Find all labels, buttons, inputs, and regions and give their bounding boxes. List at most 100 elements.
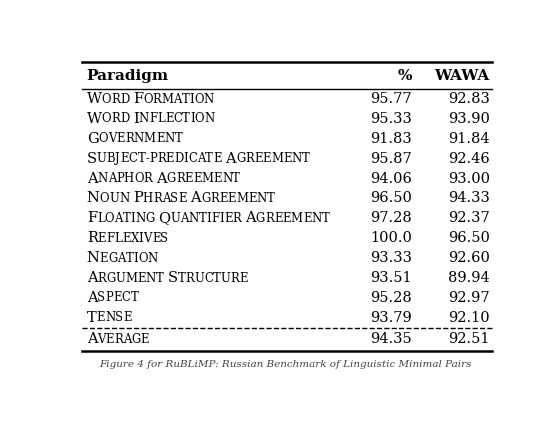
Text: A: A [87, 291, 97, 305]
Text: WAWA: WAWA [434, 69, 490, 83]
Text: O: O [194, 92, 203, 106]
Text: E: E [214, 172, 222, 185]
Text: U: U [221, 271, 231, 285]
Text: N: N [135, 212, 145, 225]
Text: T: T [205, 152, 213, 165]
Text: E: E [274, 212, 282, 225]
Text: O: O [134, 172, 143, 185]
Text: S: S [97, 291, 105, 304]
Text: M: M [236, 192, 248, 205]
Text: Paradigm: Paradigm [87, 69, 169, 83]
Text: R: R [185, 271, 194, 285]
Text: G: G [87, 132, 98, 146]
Text: I: I [190, 112, 195, 126]
Text: E: E [219, 192, 227, 205]
Text: A: A [117, 251, 126, 265]
Text: 93.00: 93.00 [448, 172, 490, 186]
Text: F: F [211, 212, 220, 225]
Text: W: W [87, 92, 102, 106]
Text: 91.84: 91.84 [448, 132, 490, 146]
Text: E: E [123, 311, 132, 324]
Text: N: N [97, 172, 108, 185]
Text: R: R [111, 92, 120, 106]
Text: N: N [133, 132, 144, 145]
Text: R: R [152, 92, 161, 106]
Text: D: D [120, 112, 129, 126]
Text: J: J [115, 152, 120, 165]
Text: E: E [120, 152, 128, 165]
Text: N: N [203, 92, 214, 106]
Text: 92.83: 92.83 [448, 92, 490, 106]
Text: N: N [311, 212, 321, 225]
Text: P: P [116, 172, 124, 185]
Text: E: E [106, 333, 114, 346]
Text: R: R [111, 112, 120, 126]
Text: E: E [156, 132, 165, 145]
Text: R: R [157, 152, 166, 165]
Text: A: A [156, 172, 167, 186]
Text: A: A [162, 192, 170, 205]
Text: T: T [156, 271, 163, 285]
Text: 91.83: 91.83 [370, 132, 412, 146]
Text: I: I [139, 232, 143, 245]
Text: U: U [97, 152, 107, 165]
Text: O: O [105, 212, 114, 225]
Text: I: I [220, 212, 224, 225]
Text: A: A [225, 152, 236, 166]
Text: L: L [97, 212, 105, 225]
Text: G: G [256, 212, 265, 225]
Text: E: E [165, 112, 173, 126]
Text: T: T [126, 251, 133, 265]
Text: M: M [271, 152, 283, 165]
Text: Q: Q [158, 211, 170, 225]
Text: G: G [106, 271, 115, 285]
Text: 92.60: 92.60 [448, 251, 490, 265]
Text: R: R [114, 333, 123, 346]
Text: 89.94: 89.94 [448, 271, 490, 285]
Text: F: F [87, 211, 97, 225]
Text: R: R [233, 212, 241, 225]
Text: R: R [97, 271, 106, 285]
Text: S: S [115, 311, 123, 324]
Text: O: O [102, 112, 111, 126]
Text: N: N [188, 212, 199, 225]
Text: M: M [161, 92, 173, 106]
Text: E: E [303, 212, 311, 225]
Text: E: E [213, 152, 222, 165]
Text: M: M [125, 271, 137, 285]
Text: C: C [122, 291, 131, 304]
Text: F: F [106, 232, 114, 245]
Text: A: A [108, 172, 116, 185]
Text: O: O [143, 92, 152, 106]
Text: P: P [105, 291, 113, 304]
Text: I: I [190, 92, 194, 106]
Text: N: N [87, 192, 100, 206]
Text: E: E [113, 291, 122, 304]
Text: O: O [98, 132, 108, 145]
Text: T: T [199, 212, 207, 225]
Text: E: E [224, 212, 233, 225]
Text: A: A [123, 333, 131, 346]
Text: T: T [267, 192, 275, 205]
Text: C: C [188, 152, 197, 165]
Text: G: G [201, 192, 210, 205]
Text: N: N [291, 152, 302, 165]
Text: 93.51: 93.51 [370, 271, 412, 285]
Text: L: L [114, 232, 122, 245]
Text: I: I [207, 212, 211, 225]
Text: V: V [143, 232, 152, 245]
Text: E: E [283, 152, 291, 165]
Text: N: N [256, 192, 267, 205]
Text: V: V [97, 333, 106, 346]
Text: 95.33: 95.33 [370, 112, 412, 126]
Text: E: E [248, 192, 256, 205]
Text: R: R [87, 231, 98, 245]
Text: U: U [170, 212, 180, 225]
Text: R: R [231, 271, 239, 285]
Text: T: T [87, 311, 97, 325]
Text: E: E [97, 311, 105, 324]
Text: O: O [138, 251, 148, 265]
Text: H: H [143, 192, 153, 205]
Text: %: % [398, 69, 412, 83]
Text: H: H [124, 172, 134, 185]
